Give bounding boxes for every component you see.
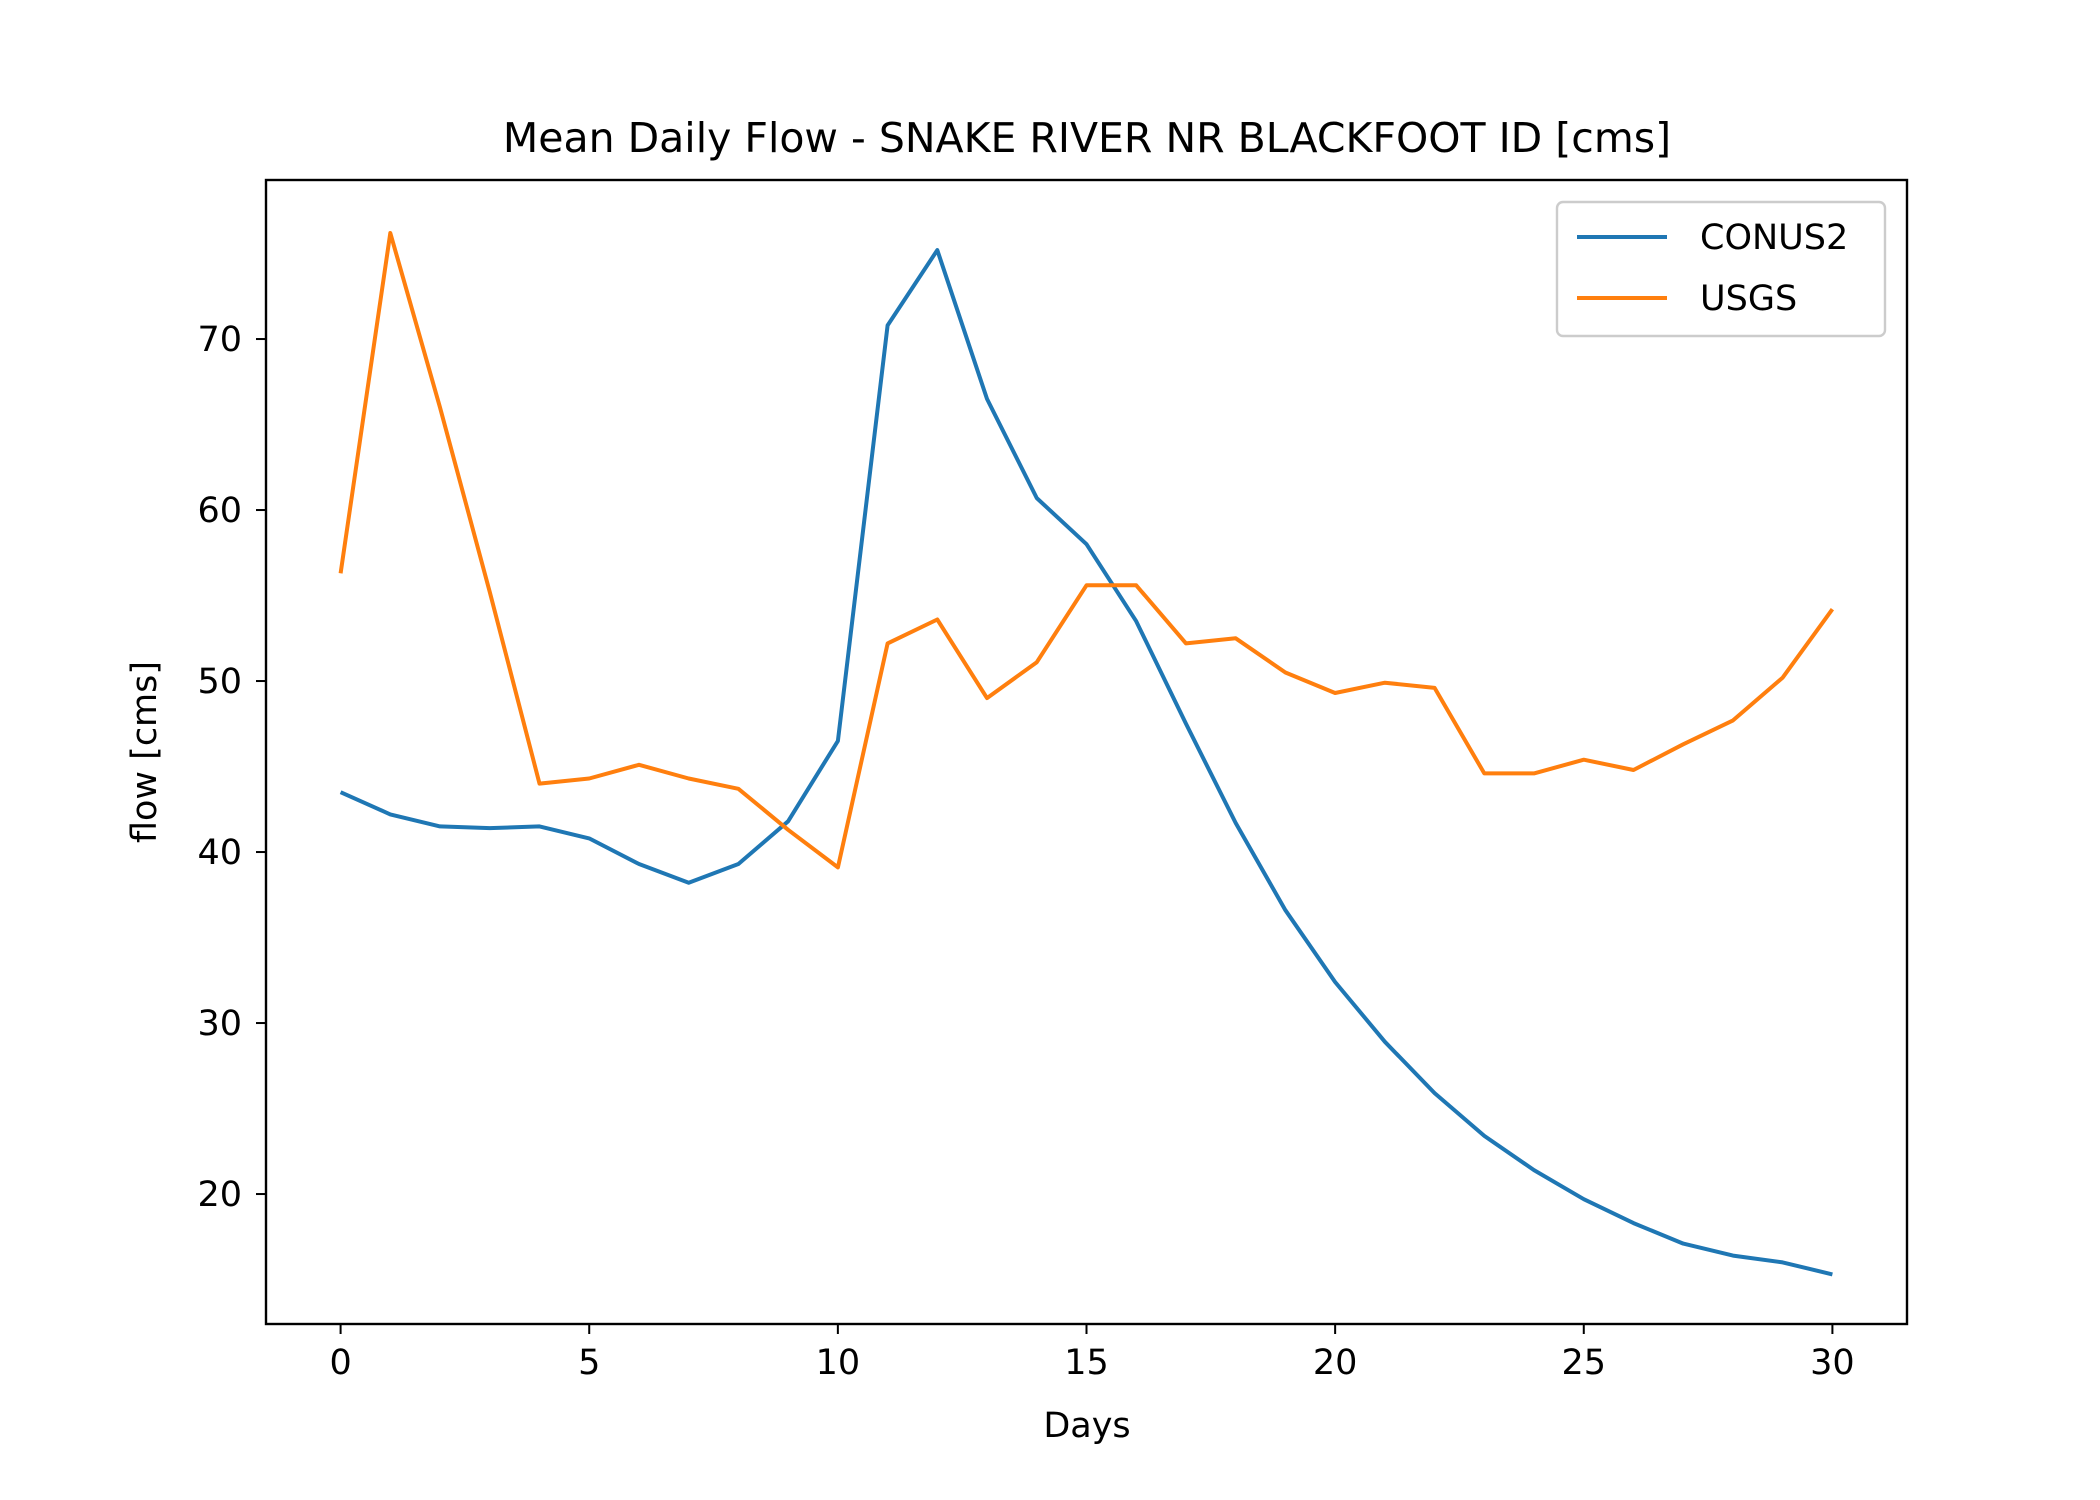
x-axis-ticks: 0 5 10 15 20 25 30: [329, 1324, 1855, 1383]
y-tick-label: 40: [197, 833, 242, 873]
x-tick-label: 10: [816, 1343, 861, 1383]
x-tick-label: 30: [1810, 1343, 1855, 1383]
y-tick-label: 60: [197, 491, 242, 531]
y-tick-label: 20: [197, 1175, 242, 1215]
y-tick-label: 70: [197, 320, 242, 360]
legend-entries: CONUS2 USGS: [1577, 218, 1848, 319]
legend: CONUS2 USGS: [1555, 200, 1887, 338]
x-tick-label: 0: [329, 1343, 351, 1383]
x-tick-label: 15: [1064, 1343, 1109, 1383]
chart-title: Mean Daily Flow - SNAKE RIVER NR BLACKFO…: [503, 114, 1671, 162]
x-tick-label: 25: [1561, 1343, 1606, 1383]
legend-label-conus2: CONUS2: [1700, 218, 1848, 258]
y-tick-label: 30: [197, 1004, 242, 1044]
series-layer: [338, 231, 1835, 1277]
y-tick-label: 50: [197, 662, 242, 702]
series-line-usgs: [338, 231, 1835, 870]
legend-label-usgs: USGS: [1700, 279, 1797, 319]
x-tick-label: 5: [578, 1343, 600, 1383]
series-line-conus2: [339, 248, 1833, 1277]
x-axis-label: Days: [1043, 1406, 1130, 1446]
x-tick-label: 20: [1313, 1343, 1358, 1383]
plot-area-frame: [264, 178, 1909, 1326]
y-axis-label: flow [cms]: [125, 661, 165, 843]
y-axis-ticks: 20 30 40 50 60 70: [197, 320, 266, 1215]
